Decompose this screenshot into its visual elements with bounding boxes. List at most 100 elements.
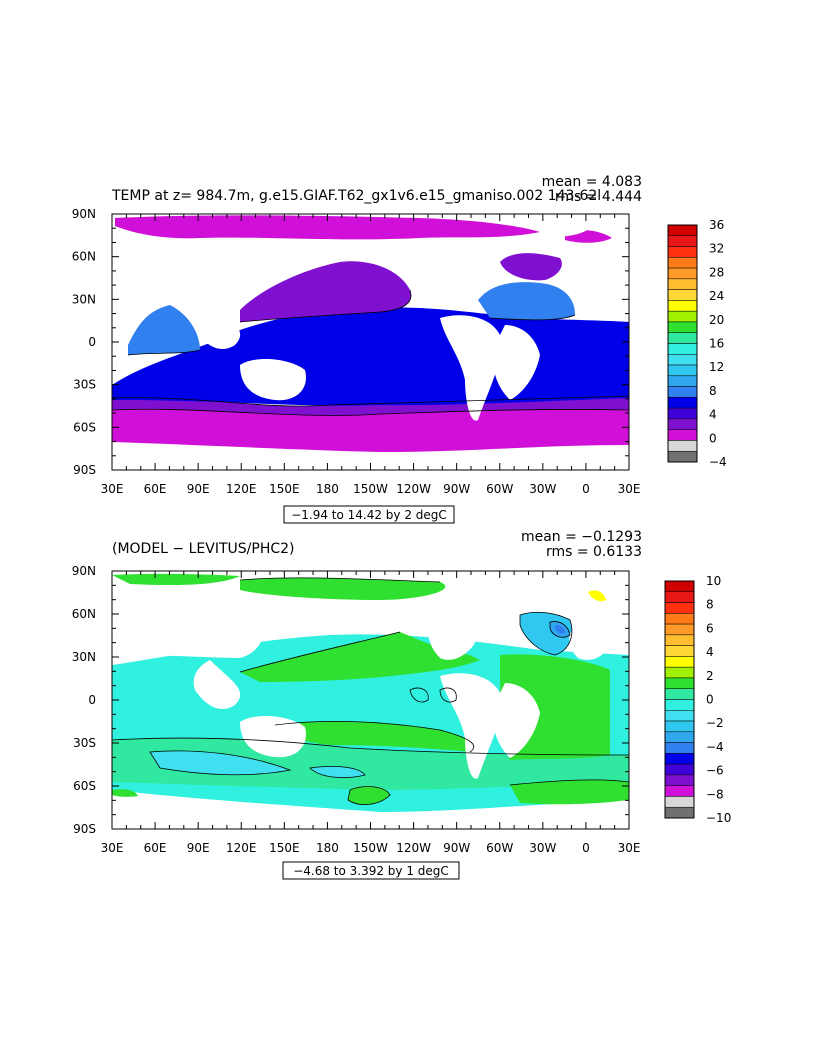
y-tick-label: 90S <box>73 463 96 477</box>
y-tick-label: 30N <box>72 292 96 306</box>
x-tick-label: 180 <box>316 482 339 496</box>
colorbar-swatch <box>664 602 695 614</box>
colorbar-swatch <box>667 267 698 280</box>
colorbar-swatch <box>664 742 695 754</box>
colorbar-swatch <box>664 753 695 765</box>
x-tick-label: 120W <box>396 482 431 496</box>
y-tick-label: 0 <box>88 335 96 349</box>
x-tick-label: 30W <box>529 841 556 855</box>
colorbar-swatch <box>667 343 698 355</box>
colorbar-swatch <box>664 806 695 819</box>
colorbar-swatch <box>667 450 698 463</box>
x-tick-label: 90E <box>187 482 210 496</box>
colorbar-label: 4 <box>706 645 714 659</box>
colorbar-label: −10 <box>706 811 731 825</box>
colorbar-swatch <box>664 591 695 603</box>
x-tick-label: 150W <box>353 841 388 855</box>
x-tick-label: 150E <box>269 841 300 855</box>
colorbar-swatch <box>667 397 698 409</box>
colorbar-swatch <box>664 666 695 679</box>
colorbar-label: 2 <box>706 669 714 683</box>
colorbar-swatch <box>664 796 695 808</box>
colorbar-label: 6 <box>706 621 714 635</box>
rms-label-difference: rms = 0.6133 <box>546 544 642 560</box>
x-tick-label: 120E <box>226 482 257 496</box>
colorbar-swatch <box>667 418 698 430</box>
chart-title-difference: (MODEL − LEVITUS/PHC2) <box>112 541 295 557</box>
x-tick-label: 120E <box>226 841 257 855</box>
colorbar-label: 32 <box>709 242 724 256</box>
contours-difference <box>112 577 629 805</box>
y-tick-label: 30S <box>73 378 96 392</box>
colorbar-swatch <box>664 656 695 668</box>
range-label-temperature: −1.94 to 14.42 by 2 degC <box>291 508 447 522</box>
colorbar-label: 8 <box>706 598 714 612</box>
x-tick-label: 0 <box>582 841 590 855</box>
colorbar-label: 0 <box>706 693 714 707</box>
map-fill-temperature <box>112 214 629 470</box>
x-tick-label: 30E <box>618 841 641 855</box>
x-tick-label: 90W <box>443 482 470 496</box>
colorbar-label: 10 <box>706 574 721 588</box>
x-tick-label: 90E <box>187 841 210 855</box>
colorbar-swatch <box>664 785 695 797</box>
x-tick-label: 0 <box>582 482 590 496</box>
colorbar-label: 20 <box>709 313 724 327</box>
colorbar-swatch <box>667 354 698 366</box>
colorbar-label: 16 <box>709 337 724 351</box>
y-tick-label: 30S <box>73 736 96 750</box>
colorbar-label: 28 <box>709 265 724 279</box>
colorbar-swatch <box>667 321 698 333</box>
x-tick-label: 30E <box>101 841 124 855</box>
colorbar-label: 4 <box>709 408 717 422</box>
colorbar-swatch <box>667 407 698 420</box>
x-tick-label: 30E <box>618 482 641 496</box>
x-tick-label: 90W <box>443 841 470 855</box>
ticks-temperature: 30E 60E 90E 120E 150E 180 150W 120W 90W 60W 30W 0 30… <box>72 207 641 496</box>
colorbar-swatch <box>664 677 695 689</box>
colorbar-label: 8 <box>709 384 717 398</box>
y-tick-label: 60N <box>72 607 96 621</box>
colorbar-swatch <box>664 731 695 743</box>
colorbar-swatch <box>664 699 695 711</box>
colorbar-swatch <box>664 623 695 636</box>
contours-temperature <box>112 289 629 416</box>
colorbar-swatch <box>667 224 698 237</box>
colorbar-label: −6 <box>706 764 724 778</box>
y-tick-label: 30N <box>72 650 96 664</box>
colorbar-frame <box>667 224 698 463</box>
colorbar-swatch <box>664 688 695 700</box>
colorbar-swatch <box>664 634 695 646</box>
y-tick-label: 90S <box>73 822 96 836</box>
range-label-difference: −4.68 to 3.392 by 1 degC <box>293 864 449 878</box>
y-tick-label: 60N <box>72 250 96 264</box>
colorbar-swatch <box>664 613 695 625</box>
colorbar-swatch <box>667 310 698 323</box>
mean-label-temperature: mean = 4.083 <box>542 174 642 190</box>
x-tick-label: 60W <box>486 482 513 496</box>
colorbar-label: 12 <box>709 360 724 374</box>
colorbar-swatch <box>667 375 698 387</box>
x-tick-label: 60E <box>144 841 167 855</box>
panel-difference: 30E 60E 90E 120E 150E 180 150W 120W 90W 60W 30W 0 30… <box>72 529 731 880</box>
range-box-temperature <box>283 505 455 524</box>
y-tick-label: 0 <box>88 693 96 707</box>
colorbar-swatch <box>664 763 695 776</box>
colorbar-label: 24 <box>709 289 724 303</box>
colorbar-swatch <box>664 645 695 657</box>
colorbar-label: −8 <box>706 787 724 801</box>
colorbar-swatch <box>667 246 698 258</box>
colorbar-difference: 10 8 6 4 2 0 −2 −4 −6 −8 −10 <box>664 574 731 825</box>
x-tick-label: 150E <box>269 482 300 496</box>
colorbar-swatch <box>664 710 695 722</box>
y-tick-label: 90N <box>72 207 96 221</box>
colorbar-frame <box>664 580 695 819</box>
y-tick-label: 60S <box>73 420 96 434</box>
colorbar-swatch <box>667 289 698 301</box>
colorbar-label: 36 <box>709 218 724 232</box>
x-tick-label: 60W <box>486 841 513 855</box>
colorbar-swatch <box>667 332 698 344</box>
y-tick-label: 90N <box>72 564 96 578</box>
colorbar-swatch <box>667 300 698 312</box>
